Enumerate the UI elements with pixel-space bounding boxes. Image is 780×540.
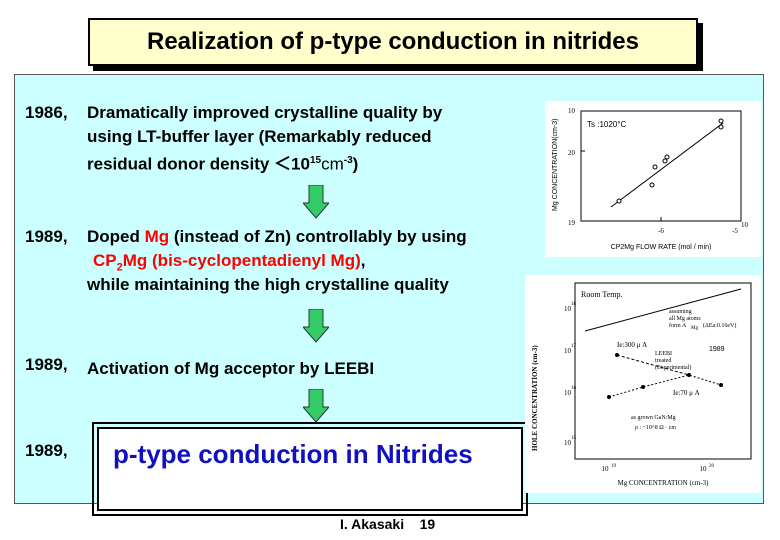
data-point: [718, 124, 724, 130]
data-point: [718, 118, 724, 124]
tick-label: -5: [732, 227, 738, 235]
item-year: 1986,: [25, 103, 68, 122]
item-1989-result: 1989,: [15, 439, 85, 465]
item-line: using LT-buffer layer (Remarkably reduce…: [87, 127, 432, 146]
tick-label: 10: [564, 439, 572, 447]
year-tag: 1989: [709, 346, 725, 353]
x-axis-label: Mg CONCENTRATION (cm-3): [618, 479, 710, 487]
slide-title-box: Realization of p-type conduction in nitr…: [88, 18, 698, 66]
data-point: [615, 353, 619, 357]
svg-text:18: 18: [571, 302, 577, 307]
y-axis-label: Mg CONCENTRATION(cm-3): [552, 119, 559, 211]
figure-mg-concentration: Ts :1020°C 10 20 19 -6 -5 10 CP2Mg FLOW …: [545, 101, 761, 257]
result-text: p-type conduction in Nitrides: [113, 439, 473, 469]
item-year: 1989,: [25, 441, 68, 460]
figure-2-plot: Room Temp. assuming all Mg atoms form A …: [531, 282, 752, 487]
item-1986: 1986, Dramatically improved crystalline …: [15, 101, 535, 181]
data-point: [607, 395, 611, 399]
data-point: [641, 385, 645, 389]
svg-text:(ΔEa:0.16eV): (ΔEa:0.16eV): [703, 322, 736, 329]
ie300-label: Ie:300 μ A: [617, 341, 647, 349]
item-line: CP2Mg (bis-cyclopentadienyl Mg),: [93, 251, 366, 274]
svg-text:ρ : ~10^8 Ω · cm: ρ : ~10^8 Ω · cm: [635, 425, 676, 431]
tick-label: 10: [564, 305, 572, 313]
data-point: [616, 198, 622, 204]
svg-text:LEEBI: LEEBI: [655, 351, 672, 357]
svg-text:treated: treated: [655, 358, 671, 364]
item-line: while maintaining the high crystalline q…: [87, 275, 449, 294]
data-point: [652, 164, 658, 170]
svg-text:17: 17: [571, 344, 577, 349]
down-arrow-icon: [303, 389, 329, 423]
item-line: Doped Mg (instead of Zn) controllably by…: [87, 227, 467, 246]
footer: I. Akasaki 19: [340, 516, 436, 532]
svg-text:all Mg atoms: all Mg atoms: [669, 316, 701, 322]
tick-label: 19: [568, 219, 576, 227]
room-temp-label: Room Temp.: [581, 290, 623, 299]
item-year: 1989,: [25, 355, 68, 374]
figure-annotation: Ts :1020°C: [587, 120, 626, 129]
svg-text:19: 19: [611, 464, 617, 469]
item-line: residual donor density ＜1015cm-3): [87, 154, 359, 174]
svg-text:(Experimental): (Experimental): [655, 364, 691, 371]
tick-label: 10: [564, 389, 572, 397]
svg-text:as grown GaN:Mg: as grown GaN:Mg: [631, 415, 676, 421]
svg-text:form A: form A: [669, 322, 687, 329]
item-line: Activation of Mg acceptor by LEEBI: [87, 359, 375, 378]
tick-label: 10: [564, 347, 572, 355]
slide-title: Realization of p-type conduction in nitr…: [146, 28, 639, 55]
figure-hole-concentration: Room Temp. assuming all Mg atoms form A …: [525, 275, 761, 493]
down-arrow-icon: [303, 185, 329, 219]
tick-label: 10: [741, 221, 749, 229]
item-1989-doping: 1989, Doped Mg (instead of Zn) controlla…: [15, 225, 535, 305]
svg-text:assuming: assuming: [669, 309, 692, 315]
tick-label: 10: [700, 465, 708, 473]
down-arrow-icon: [303, 309, 329, 343]
data-point: [664, 154, 670, 160]
svg-text:15: 15: [571, 436, 577, 441]
item-line: Dramatically improved crystalline qualit…: [87, 103, 443, 122]
data-point: [662, 158, 668, 164]
tick-label: 10: [568, 107, 576, 115]
tick-label: 10: [602, 465, 610, 473]
x-axis-label: CP2Mg FLOW RATE (mol / min): [611, 244, 712, 251]
result-box: p-type conduction in Nitrides: [92, 422, 528, 516]
data-point: [649, 182, 655, 188]
svg-text:Mg: Mg: [691, 326, 698, 331]
item-1989-activation: 1989, Activation of Mg acceptor by LEEBI: [15, 355, 535, 383]
tick-label: 20: [568, 149, 576, 157]
content-panel: 1986, Dramatically improved crystalline …: [14, 74, 764, 516]
data-point: [719, 383, 723, 387]
svg-text:16: 16: [571, 386, 577, 391]
item-year: 1989,: [25, 227, 68, 246]
data-point: [687, 373, 691, 377]
tick-label: -6: [658, 227, 664, 235]
svg-text:20: 20: [709, 464, 715, 469]
figure-1-plot: Ts :1020°C 10 20 19 -6 -5 10 CP2Mg FLOW …: [552, 107, 749, 251]
y-axis-label: HOLE CONCENTRATION (cm-3): [531, 345, 539, 451]
ie70-label: Ie:70 μ A: [673, 389, 700, 397]
